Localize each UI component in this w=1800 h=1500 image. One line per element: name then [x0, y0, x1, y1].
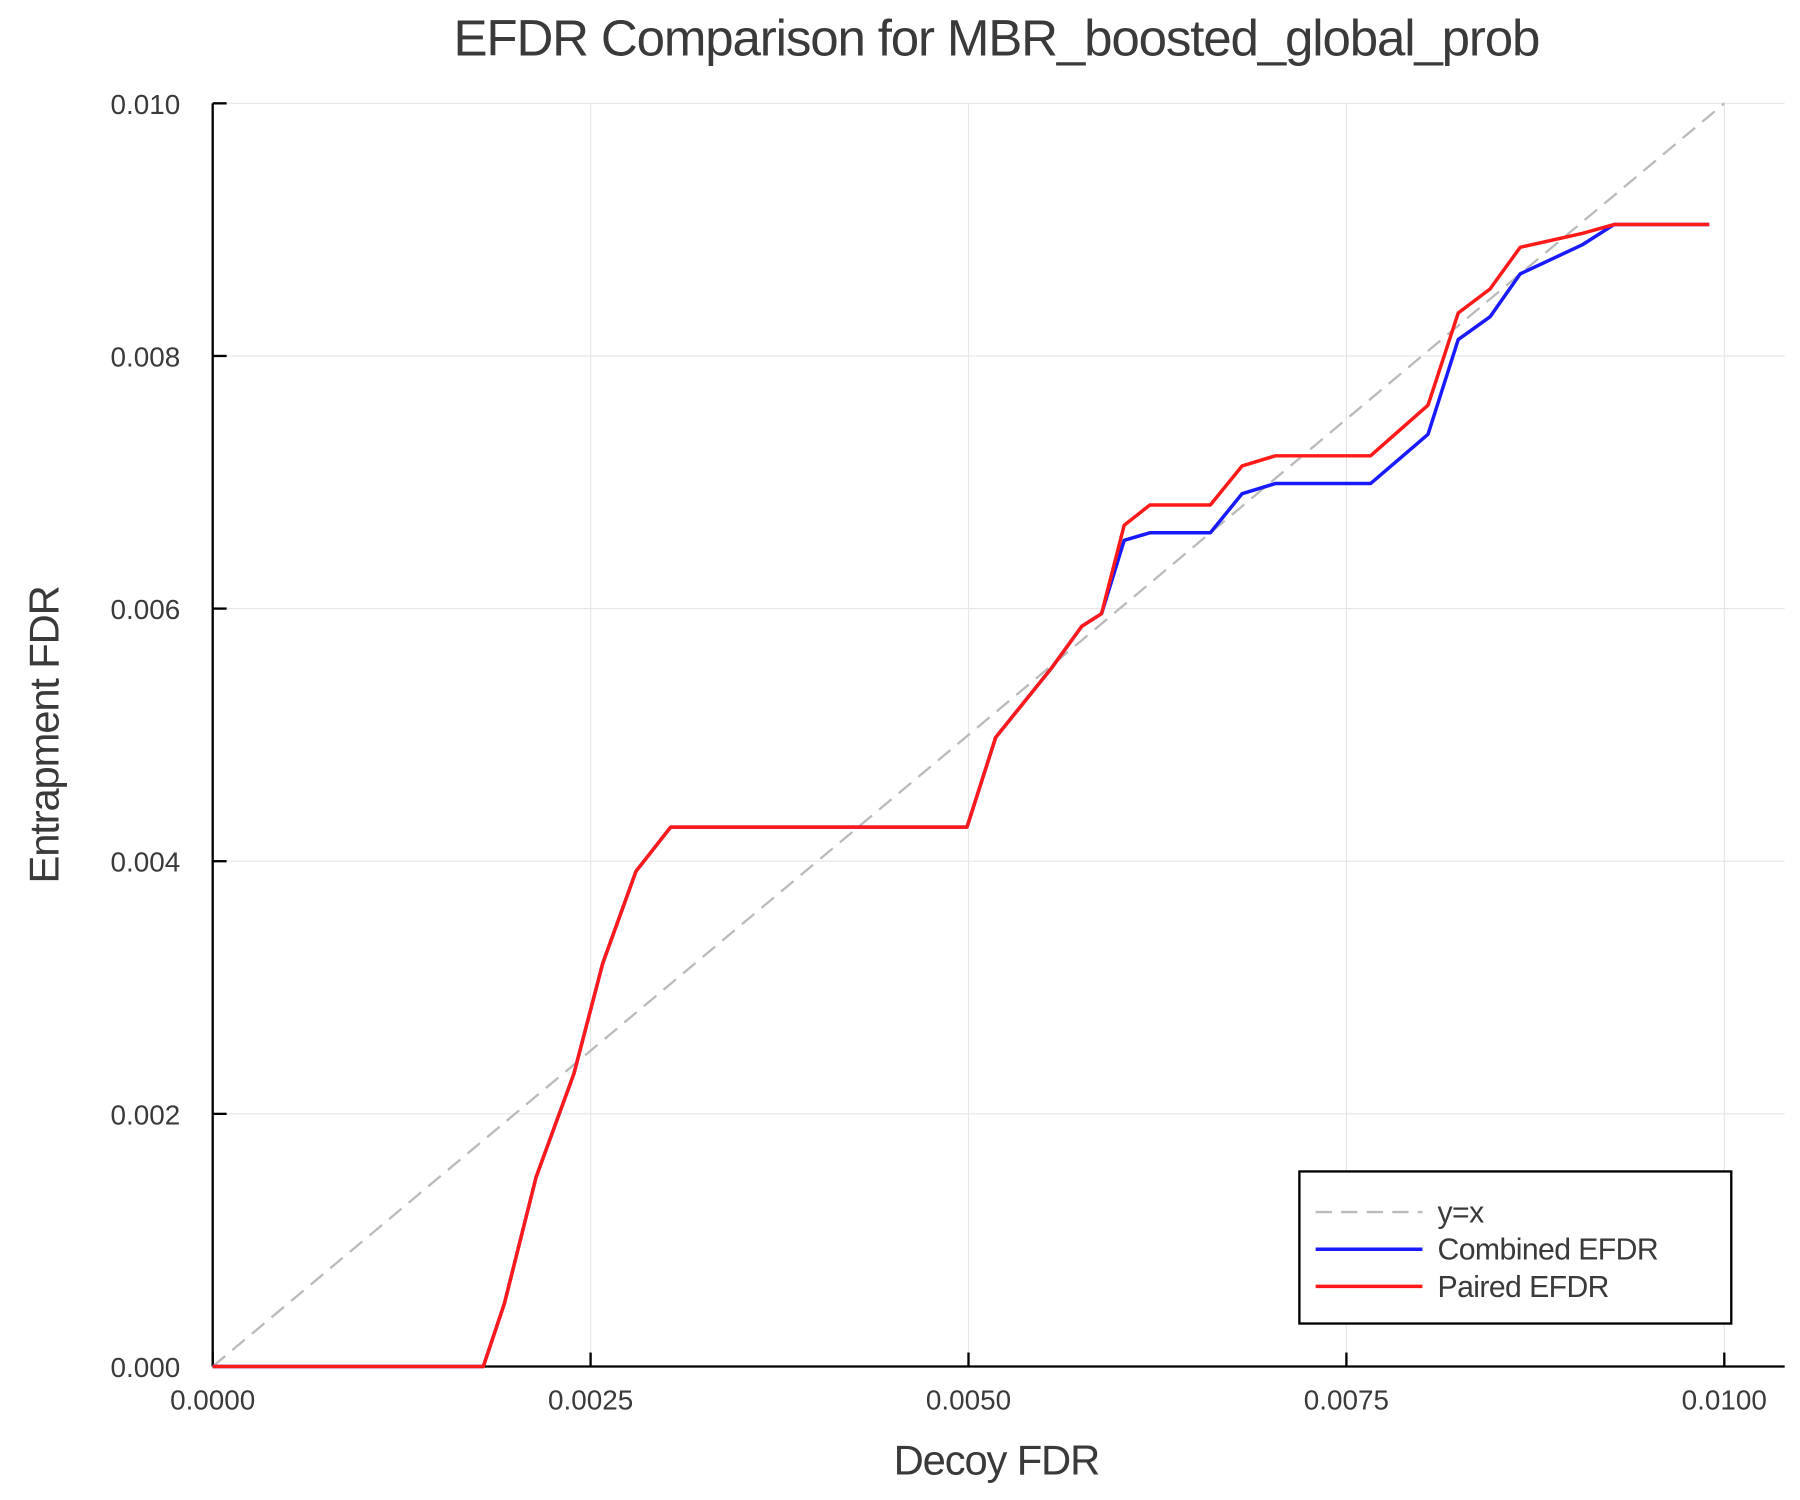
legend-label-paired-efdr: Paired EFDR: [1438, 1271, 1609, 1304]
x-tick-label: 0.0000: [170, 1384, 255, 1415]
legend-label-combined-efdr: Combined EFDR: [1438, 1234, 1659, 1267]
x-tick-label: 0.0075: [1304, 1384, 1389, 1415]
legend: y=x Combined EFDR Paired EFDR: [1298, 1170, 1733, 1325]
x-axis-label: Decoy FDR: [894, 1436, 1099, 1483]
x-tick-label: 0.0025: [548, 1384, 633, 1415]
x-tick-label: 0.0100: [1682, 1384, 1767, 1415]
y-tick-label: 0.000: [110, 1352, 180, 1383]
tick-labels: 0.0000 0.0025 0.0050 0.0075 0.0100 0.000 0.002…: [110, 89, 1766, 1416]
x-tick-label: 0.0050: [926, 1384, 1011, 1415]
y-tick-label: 0.010: [110, 89, 180, 120]
series-line-paired-efdr: [212, 222, 1710, 1369]
series-line-y-x: [211, 102, 1726, 1368]
y-tick-label: 0.002: [110, 1099, 180, 1130]
legend-label-y-x: y=x: [1438, 1197, 1485, 1230]
y-tick-label: 0.006: [110, 594, 180, 625]
y-axis-label: Entrapment FDR: [20, 586, 67, 883]
chart-title: EFDR Comparison for MBR_boosted_global_p…: [454, 10, 1540, 67]
y-tick-label: 0.008: [110, 341, 180, 372]
y-tick-label: 0.004: [110, 847, 180, 878]
series-lines: [211, 102, 1726, 1369]
